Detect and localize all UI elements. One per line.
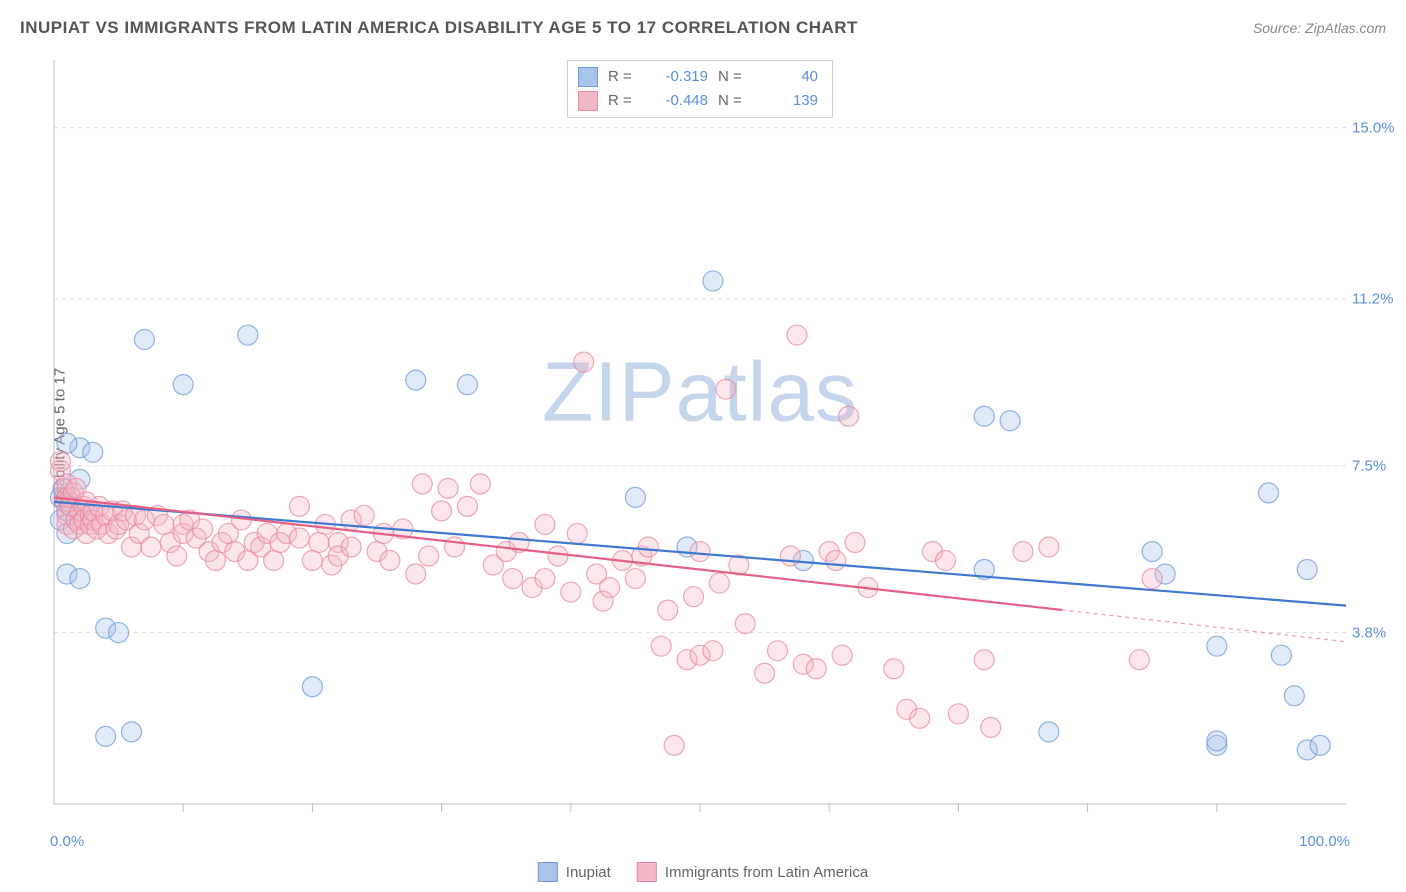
plot-area: Disability Age 5 to 17 ZIPatlas 3.8%7.5%… [50,54,1350,822]
legend-r-0: -0.319 [648,65,708,89]
legend-swatch-bottom-0 [538,862,558,882]
legend-row-series-0: R = -0.319 N = 40 [578,65,818,89]
chart-title: INUPIAT VS IMMIGRANTS FROM LATIN AMERICA… [20,18,858,38]
legend-name-1: Immigrants from Latin America [665,864,868,881]
legend-swatch-bottom-1 [637,862,657,882]
correlation-legend: R = -0.319 N = 40 R = -0.448 N = 139 [567,60,833,118]
legend-n-1: 139 [758,89,818,113]
legend-r-label: R = [608,89,638,113]
legend-r-label: R = [608,65,638,89]
x-axis-max-label: 100.0% [1299,833,1350,850]
legend-n-label: N = [718,65,748,89]
y-tick-label: 7.5% [1352,457,1400,474]
y-tick-label: 3.8% [1352,624,1400,641]
legend-name-0: Inupiat [566,864,611,881]
scatter-svg [50,54,1350,822]
y-tick-label: 11.2% [1352,290,1400,307]
legend-item-0: Inupiat [538,862,611,882]
legend-swatch-1 [578,91,598,111]
legend-item-1: Immigrants from Latin America [637,862,868,882]
legend-r-1: -0.448 [648,89,708,113]
legend-n-0: 40 [758,65,818,89]
legend-row-series-1: R = -0.448 N = 139 [578,89,818,113]
series-legend: Inupiat Immigrants from Latin America [538,862,868,882]
legend-swatch-0 [578,67,598,87]
source-attribution: Source: ZipAtlas.com [1253,20,1386,36]
y-tick-label: 15.0% [1352,119,1400,136]
legend-n-label: N = [718,89,748,113]
x-axis-min-label: 0.0% [50,833,84,850]
